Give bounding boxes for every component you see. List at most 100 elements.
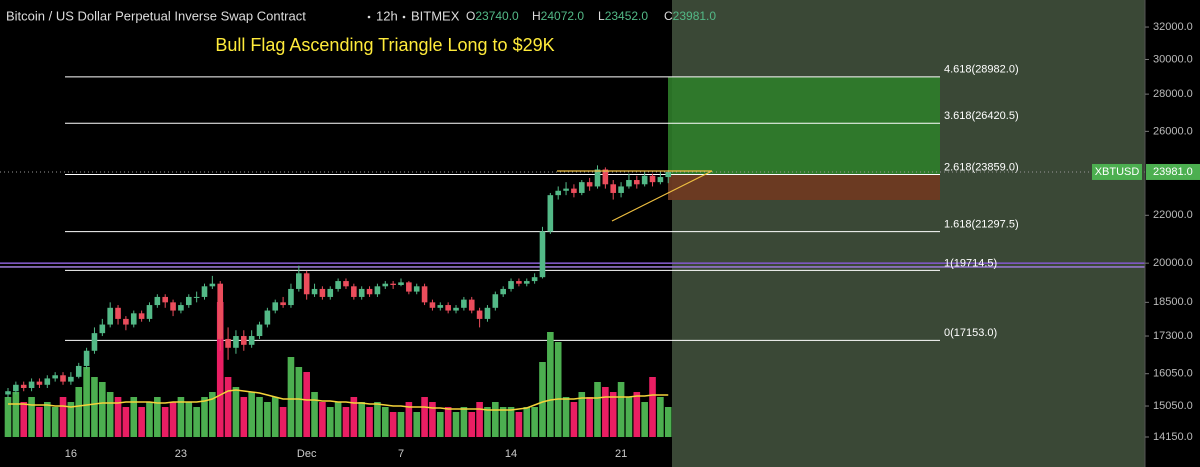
candle-body (138, 313, 145, 319)
header-ohlc: L23452.0 (598, 9, 648, 23)
volume-bar (319, 402, 326, 437)
front-layer: 4.618(28982.0) 3.618(26420.5) 2.618(23859.… (0, 64, 1145, 339)
candle-body (586, 182, 593, 187)
candle-body (5, 391, 11, 395)
ohlc-value: 24072.0 (541, 9, 585, 23)
volume-bar (649, 377, 656, 437)
volume-bar (507, 407, 515, 437)
back-layer (0, 76, 1145, 341)
ohlc-name: C (664, 9, 673, 23)
volume-bar (138, 407, 145, 437)
candle-body (288, 288, 294, 306)
volume-bar (366, 407, 373, 437)
volume-bar (437, 412, 444, 437)
volume-bar (334, 402, 342, 437)
volume-bar (287, 357, 295, 437)
volume-bar (279, 407, 287, 437)
candle-body (421, 286, 428, 303)
volume-bar (91, 377, 98, 437)
volume-bar (342, 407, 350, 437)
x-tick-label: Dec (297, 448, 317, 460)
volume-bar (83, 367, 90, 437)
candle-body (201, 286, 208, 297)
candle-body (28, 381, 35, 388)
candle-body (60, 375, 66, 382)
volume-bar (209, 392, 216, 437)
volume-bar (484, 407, 491, 437)
candle-body (398, 282, 404, 285)
volume-bar (169, 402, 177, 437)
candle-body (461, 299, 467, 308)
volume-bar (295, 367, 303, 437)
y-tick-label: 20000.0 (1153, 257, 1193, 269)
volume-bar (413, 412, 421, 437)
volume-bar (106, 392, 114, 437)
volume-bar (28, 397, 35, 437)
candle-body (225, 338, 231, 348)
volume-bar (531, 407, 538, 437)
candle-body (374, 286, 381, 295)
volume-bar (193, 407, 200, 437)
candle-body (351, 286, 357, 297)
volume-bar (586, 397, 593, 437)
candle-body (531, 277, 538, 282)
candle-body (91, 333, 98, 351)
candle-body (280, 302, 286, 306)
y-tick-label: 22000.0 (1153, 209, 1193, 221)
candle-body (445, 305, 451, 311)
volume-bar (122, 407, 130, 437)
volume-bar (303, 372, 310, 437)
price-tag (1146, 163, 1200, 180)
volume-bar (350, 397, 358, 437)
ohlc-name: O (466, 9, 475, 23)
fib-label: 2.618(23859.0) (944, 161, 1019, 173)
volume-bar (51, 407, 59, 437)
candle-body (162, 296, 168, 303)
chart-title: Bull Flag Ascending Triangle Long to $29… (215, 35, 554, 55)
candle-body (516, 281, 522, 284)
candle-body (44, 378, 51, 385)
header-ohlc: O23740.0 (466, 9, 519, 23)
candle-body (311, 288, 318, 295)
candle-body (406, 282, 412, 292)
candle-layer (5, 165, 672, 398)
candle-body (366, 288, 373, 295)
fib-label: 3.618(26420.5) (944, 110, 1019, 122)
candle-body (36, 381, 43, 385)
candle-body (327, 288, 334, 297)
candle-body (75, 365, 82, 377)
candle-body (170, 302, 176, 311)
volume-bar (177, 397, 185, 437)
candle-body (453, 307, 459, 311)
volume-bar (499, 407, 507, 437)
volume-bar (311, 392, 318, 437)
y-tick-label: 26000.0 (1153, 125, 1193, 137)
candle-body (241, 336, 247, 345)
separator (367, 15, 371, 19)
volume-bar (216, 302, 224, 437)
volume-bar (154, 397, 161, 437)
volume-bar (248, 392, 255, 437)
volume-bar (4, 397, 12, 437)
volume-bar (554, 342, 562, 437)
candle-body (68, 376, 74, 382)
volume-bar (326, 407, 334, 437)
volume-bar (161, 407, 169, 437)
volume-bar (59, 397, 67, 437)
candle-body (626, 180, 632, 187)
volume-bar (562, 397, 570, 437)
candle-body (123, 318, 129, 325)
candle-body (547, 195, 554, 232)
volume-bar (609, 392, 617, 437)
candle-body (657, 177, 664, 183)
candle-body (185, 296, 192, 306)
y-tick-label: 15050.0 (1153, 400, 1193, 412)
header-interval: 12h (376, 8, 398, 23)
y-tick-label: 32000.0 (1153, 21, 1193, 33)
separator (402, 15, 406, 19)
volume-bar (492, 402, 499, 437)
candle-body (539, 231, 546, 278)
candle-body (20, 384, 27, 388)
volume-bar (358, 402, 365, 437)
volume-bar (625, 397, 633, 437)
